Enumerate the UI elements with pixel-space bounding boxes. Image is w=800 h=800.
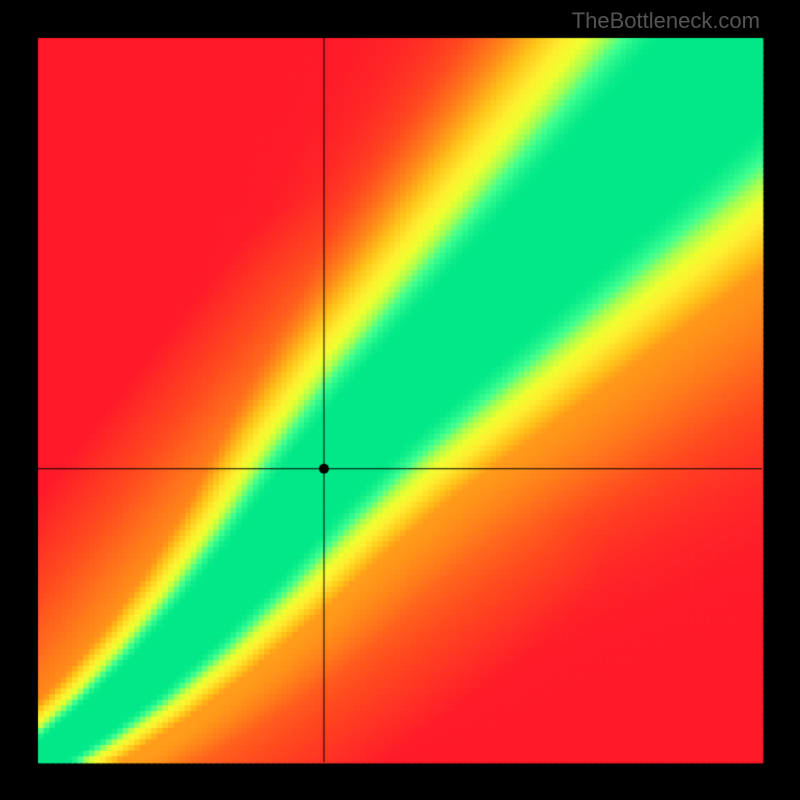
watermark-text: TheBottleneck.com bbox=[572, 8, 760, 34]
bottleneck-heatmap bbox=[0, 0, 800, 800]
